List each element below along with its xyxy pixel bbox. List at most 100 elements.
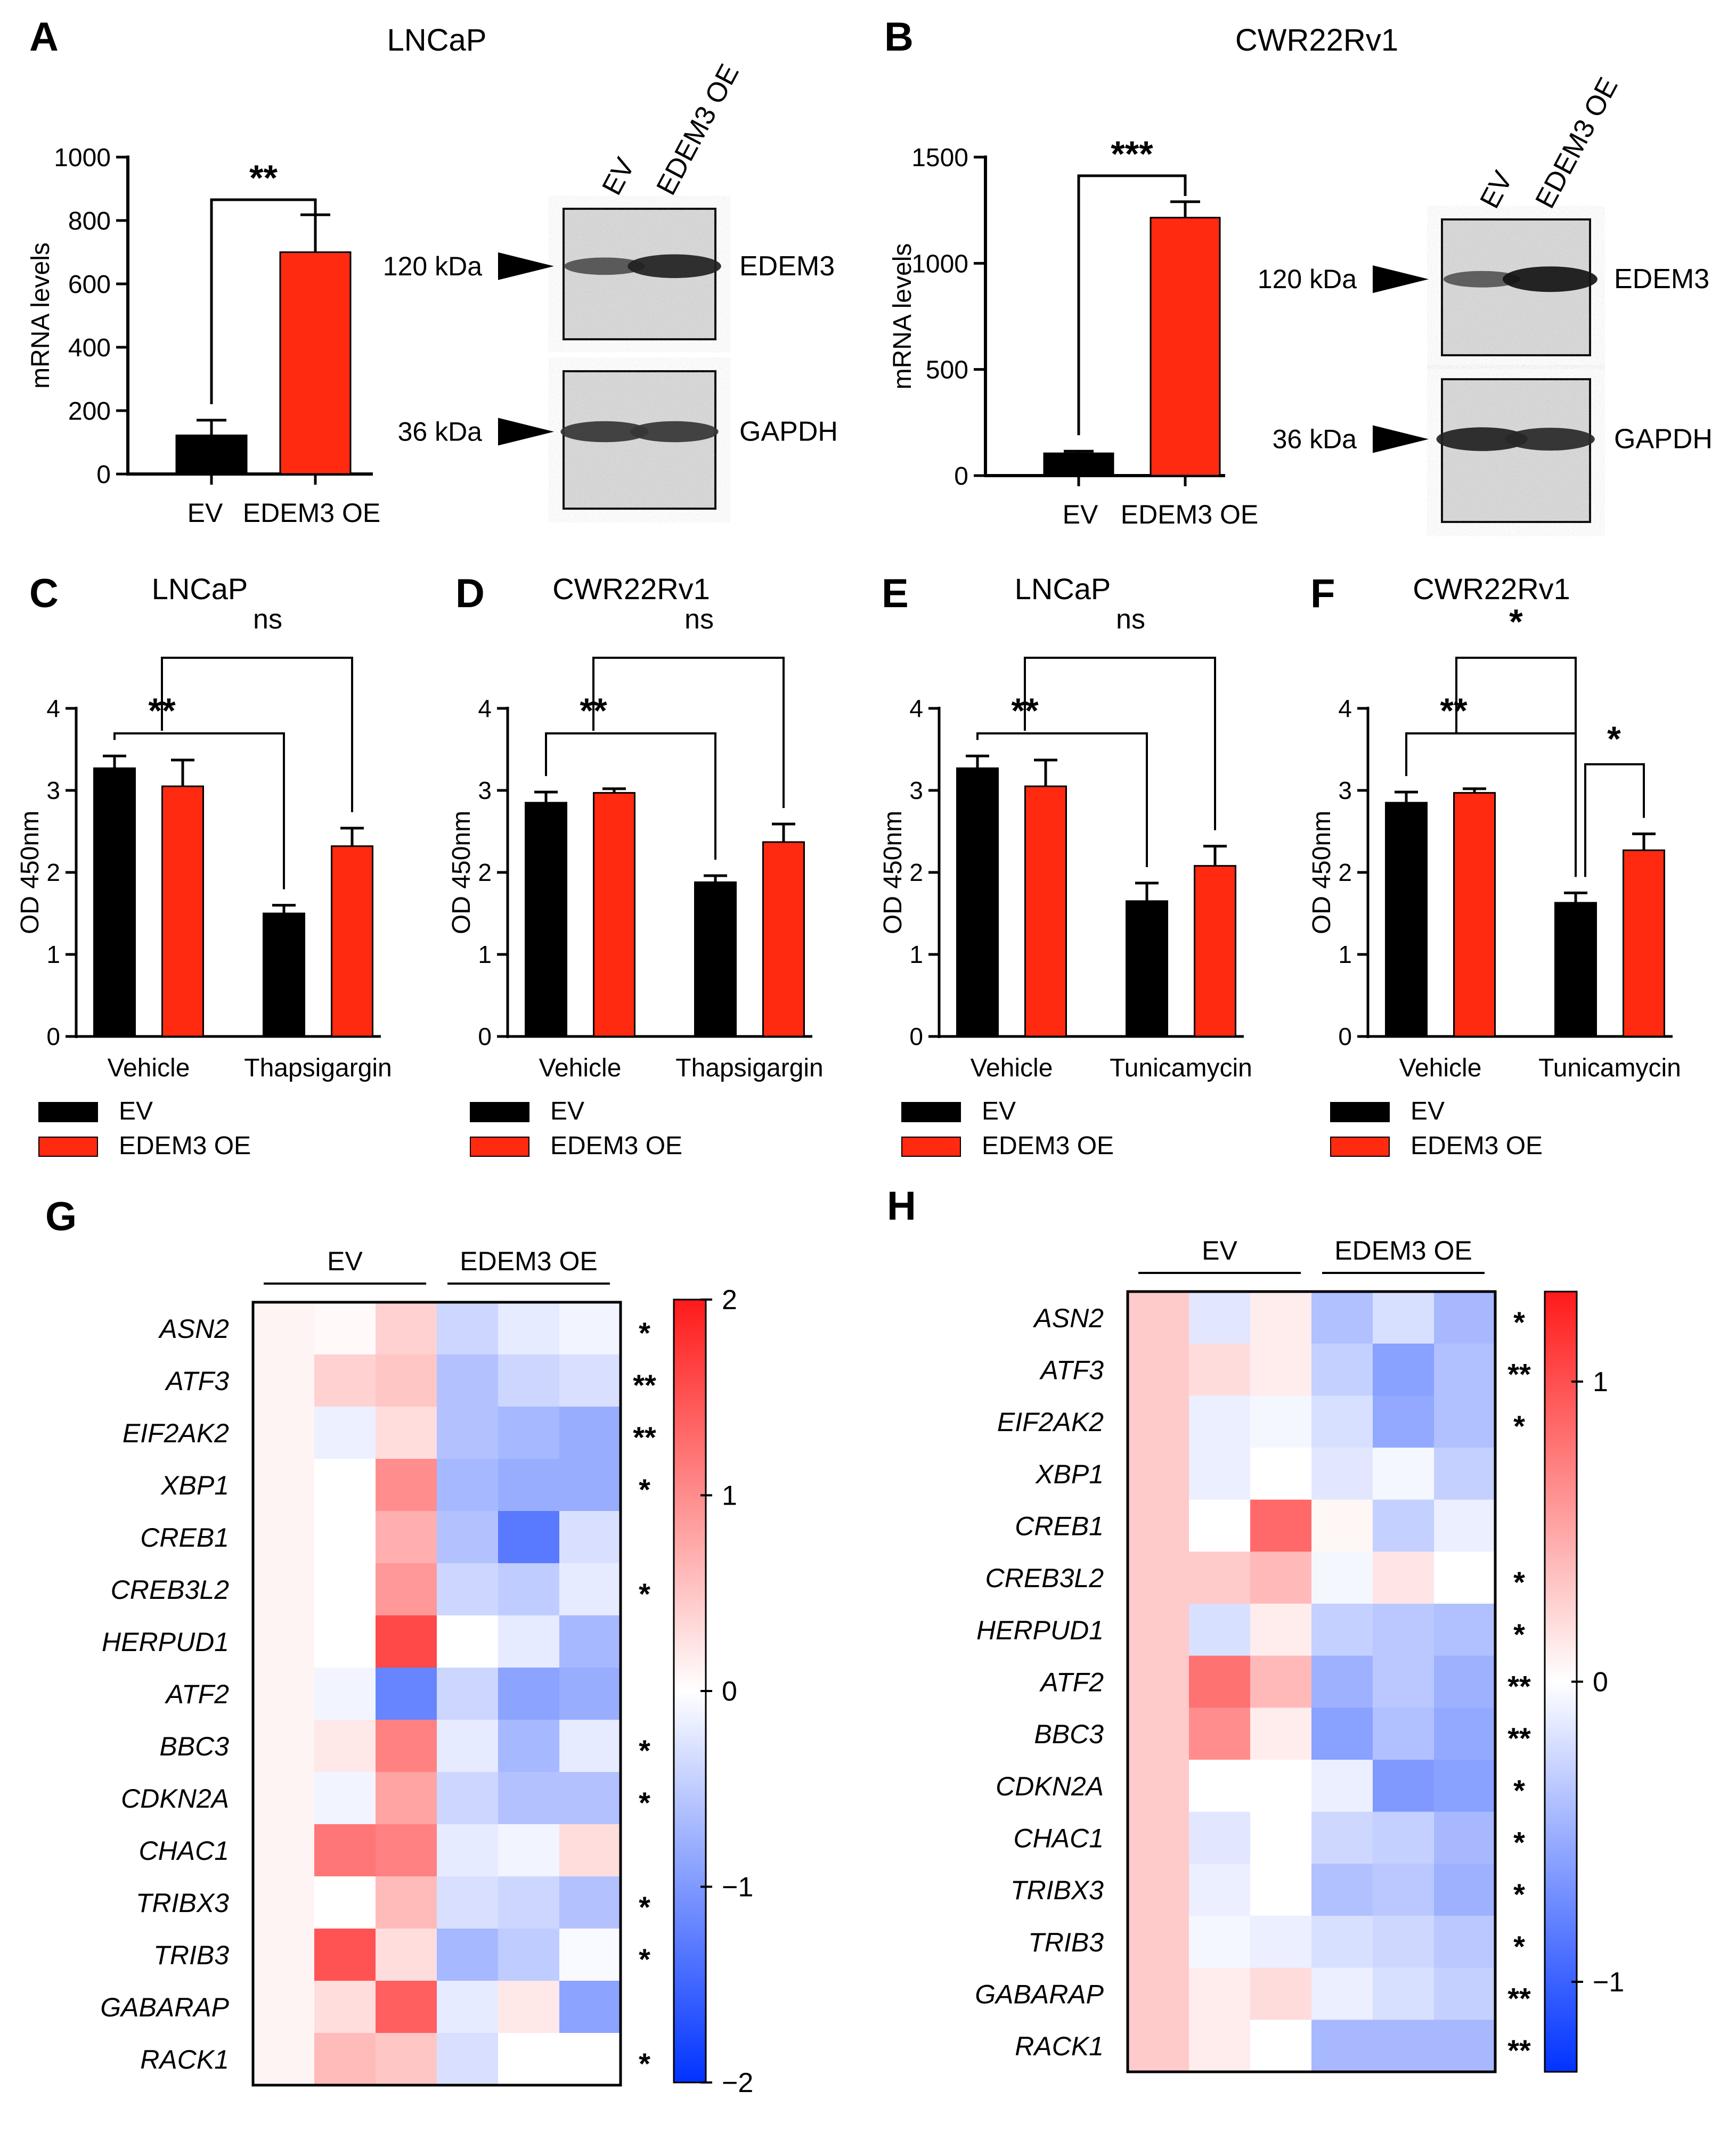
legend-label: EDEM3 OE <box>550 1132 682 1160</box>
column-group-label: EV <box>327 1246 363 1276</box>
heatmap-cell <box>314 1929 376 1981</box>
bar <box>1043 452 1114 477</box>
y-axis-label: OD 450nm <box>447 811 476 934</box>
row-label: BBC3 <box>159 1731 229 1761</box>
significance-marker: * <box>639 1316 650 1350</box>
heatmap-cell <box>376 1720 437 1773</box>
chart-title: CWR22Rv1 <box>552 572 710 606</box>
y-tick-label: 0 <box>954 462 968 491</box>
heatmap-cell <box>253 1563 315 1616</box>
heatmap-cell <box>1128 1292 1189 1344</box>
bar <box>593 792 635 1038</box>
heatmap-cell <box>1311 1708 1373 1760</box>
heatmap-cell <box>253 1929 315 1981</box>
row-label: CDKN2A <box>121 1784 229 1814</box>
y-tick-label: 500 <box>926 356 968 385</box>
heatmap-cell <box>376 1511 437 1564</box>
significance-marker: * <box>1513 1930 1525 1963</box>
heatmap-cell <box>1373 1604 1435 1656</box>
heatmap-cell <box>1250 1551 1312 1604</box>
molecular-weight-label: 120 kDa <box>1258 264 1357 294</box>
row-label: RACK1 <box>140 2045 229 2074</box>
heatmap-cell <box>1311 1551 1373 1604</box>
heatmap-cell <box>437 1302 499 1355</box>
row-label: CREB1 <box>1015 1512 1104 1541</box>
heatmap-cell <box>559 1929 621 1981</box>
heatmap-cell <box>1434 1864 1496 1916</box>
heatmap-cell <box>1311 1604 1373 1656</box>
y-tick-label: 3 <box>478 777 492 804</box>
heatmap-cell <box>314 1407 376 1459</box>
heatmap-cell <box>1250 1499 1312 1552</box>
heatmap-cell <box>1250 1864 1312 1916</box>
row-label: ATF2 <box>164 1679 229 1709</box>
heatmap-cell <box>1128 1760 1189 1812</box>
heatmap-cell <box>1128 1551 1189 1604</box>
heatmap-cell <box>1128 1395 1189 1448</box>
y-tick-label: 4 <box>46 695 60 722</box>
chart-title: CWR22Rv1 <box>1235 23 1398 58</box>
y-tick-label: 1 <box>909 941 923 968</box>
heatmap-cell <box>1189 1604 1251 1656</box>
heatmap-cell <box>253 1772 315 1825</box>
heatmap-cell <box>314 1511 376 1564</box>
heatmap-cell <box>559 1615 621 1668</box>
significance-marker: * <box>1513 1409 1525 1443</box>
heatmap-cell <box>1434 1708 1496 1760</box>
bar <box>956 767 999 1038</box>
significance-marker: * <box>639 1786 650 1819</box>
bar <box>93 767 136 1038</box>
significance-bracket <box>592 657 785 808</box>
bar <box>1554 902 1597 1038</box>
significance-marker: ** <box>1507 1721 1531 1755</box>
y-tick-label: 1 <box>1338 941 1352 968</box>
heatmap-cell <box>498 1302 560 1355</box>
heatmap-cell <box>253 1720 315 1773</box>
colorbar-tick-label: −1 <box>1593 1967 1624 1998</box>
western-blot-b: EV EDEM3 OE 120 kDa EDEM3 36 kDa GAPDH <box>1258 72 1713 523</box>
protein-label: GAPDH <box>1614 424 1713 455</box>
y-axis-label: OD 450nm <box>879 811 907 934</box>
y-tick-label: 400 <box>68 334 111 362</box>
heatmap-cell <box>1250 1395 1312 1448</box>
significance-marker: ** <box>633 1420 656 1454</box>
y-tick-label: 1000 <box>54 144 111 172</box>
heatmap-cell <box>498 1459 560 1512</box>
marker-arrow-icon <box>498 418 554 446</box>
protein-band <box>564 257 645 275</box>
heatmap-cell <box>1434 1499 1496 1552</box>
heatmap-cell <box>559 1407 621 1459</box>
row-label: EIF2AK2 <box>997 1407 1104 1437</box>
heatmap-cell <box>376 1459 437 1512</box>
y-tick-label: 1000 <box>911 250 968 278</box>
significance-marker: * <box>639 1734 650 1767</box>
row-label: CDKN2A <box>996 1771 1104 1801</box>
row-label: BBC3 <box>1034 1719 1104 1749</box>
x-tick-label: Thapsigargin <box>244 1054 392 1082</box>
colorbar-tick-label: 0 <box>1593 1667 1608 1698</box>
protein-label: GAPDH <box>739 416 838 447</box>
y-tick-label: 3 <box>1338 777 1352 804</box>
colorbar-tick-label: 2 <box>722 1285 737 1316</box>
heatmap-cell <box>253 1824 315 1877</box>
molecular-weight-label: 120 kDa <box>383 251 482 281</box>
y-tick-label: 0 <box>478 1023 492 1050</box>
heatmap-cell <box>1189 1343 1251 1396</box>
x-tick-label: Tunicamycin <box>1110 1054 1252 1082</box>
panel-letter-f: F <box>1310 571 1335 616</box>
heatmap-cell <box>1373 1655 1435 1708</box>
heatmap-cell <box>1250 1967 1312 2020</box>
significance-marker: ** <box>1507 2033 1531 2067</box>
heatmap-cell <box>253 1981 315 2033</box>
legend-swatch <box>470 1102 529 1122</box>
significance-marker: * <box>1513 1877 1525 1911</box>
heatmap-cell <box>1250 1916 1312 1969</box>
heatmap-cell <box>1250 1811 1312 1864</box>
heatmap-cell <box>314 1720 376 1773</box>
heatmap-cell <box>437 1511 499 1564</box>
heatmap-cell <box>253 1354 315 1407</box>
heatmap-cell <box>1311 1655 1373 1708</box>
row-label: ASN2 <box>1032 1303 1104 1333</box>
heatmap-cell <box>1311 1343 1373 1396</box>
